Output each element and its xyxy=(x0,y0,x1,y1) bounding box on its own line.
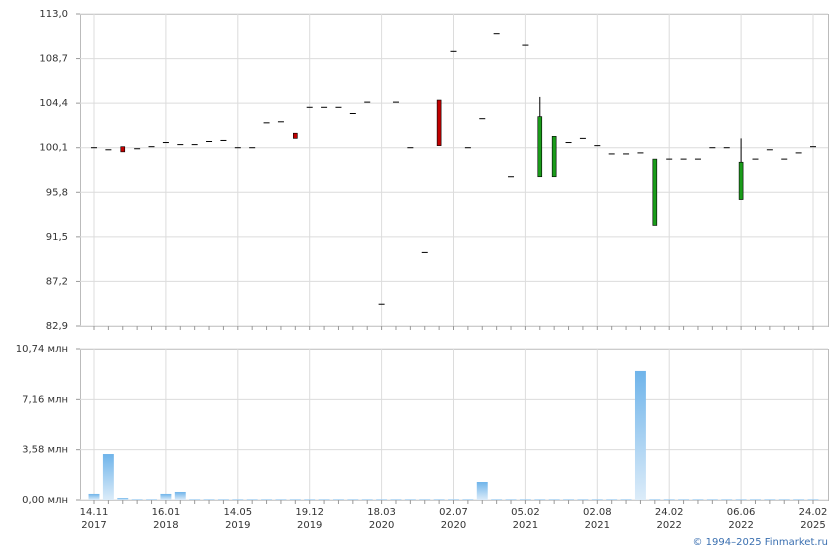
volume-bar xyxy=(620,499,632,500)
volume-bar xyxy=(462,499,474,500)
volume-bar xyxy=(721,499,733,500)
volume-bar xyxy=(117,498,129,500)
volume-bar xyxy=(232,499,244,500)
volume-bar xyxy=(419,499,431,500)
y-tick-label: 7,16 млн xyxy=(22,394,68,405)
volume-bar xyxy=(778,499,790,500)
volume-bar xyxy=(519,499,531,500)
volume-bar xyxy=(146,499,157,500)
candle-body xyxy=(537,116,543,178)
y-tick-label: 87,2 xyxy=(46,276,68,287)
x-tick-label: 05.02 2021 xyxy=(511,507,540,531)
price-frame xyxy=(80,14,829,327)
x-tick-label: 24.02 2025 xyxy=(799,507,828,531)
volume-bar xyxy=(793,499,805,500)
candle-body xyxy=(293,132,298,139)
volume-bar xyxy=(289,499,301,500)
y-tick-label: 0,00 млн xyxy=(22,495,68,506)
y-tick-label: 108,7 xyxy=(39,54,68,65)
y-tick-label: 100,1 xyxy=(39,143,68,154)
volume-bar xyxy=(217,499,229,500)
x-tick-label: 24.02 2022 xyxy=(655,507,684,531)
volume-bar xyxy=(706,499,718,500)
y-tick-label: 10,74 млн xyxy=(16,344,68,355)
y-tick-label: 95,8 xyxy=(46,187,68,198)
volume-bar xyxy=(534,499,546,500)
footer: © 1994–2025 Finmarket.ru xyxy=(692,537,828,548)
volume-bar xyxy=(361,499,373,500)
y-tick-label: 91,5 xyxy=(46,232,68,243)
candle-body xyxy=(738,161,744,200)
volume-bar xyxy=(448,499,459,500)
candle-body xyxy=(652,158,658,226)
volume-bar xyxy=(563,499,575,500)
volume-frame xyxy=(80,349,829,501)
volume-bar xyxy=(160,493,172,500)
volume-bar xyxy=(577,499,589,500)
volume-bar xyxy=(433,499,445,500)
volume-bar xyxy=(764,499,776,500)
volume-bar xyxy=(318,499,330,500)
y-tick-label: 82,9 xyxy=(46,321,68,332)
volume-bar xyxy=(491,499,503,500)
volume-bar xyxy=(404,499,416,500)
volume-bar xyxy=(390,499,402,500)
volume-bar xyxy=(807,499,819,500)
x-tick-label: 14.05 2019 xyxy=(223,507,252,531)
volume-bar xyxy=(692,499,704,500)
volume-bar xyxy=(735,499,747,500)
candle-body xyxy=(120,146,126,153)
x-tick-label: 19.12 2019 xyxy=(295,507,324,531)
volume-bar xyxy=(476,482,488,500)
volume-bar xyxy=(332,499,344,500)
volume-bar xyxy=(606,499,618,500)
x-tick-label: 02.08 2021 xyxy=(583,507,612,531)
volume-bar xyxy=(88,493,100,500)
volume-bar xyxy=(174,491,186,500)
volume-bar xyxy=(548,499,560,500)
volume-bar xyxy=(347,499,359,500)
volume-bar xyxy=(663,499,675,500)
volume-bar xyxy=(203,499,215,500)
volume-bar xyxy=(634,370,646,500)
volume-bar xyxy=(649,499,661,500)
volume-bar xyxy=(376,499,388,500)
x-tick-label: 16.01 2018 xyxy=(152,507,181,531)
volume-bar xyxy=(678,499,690,500)
x-tick-label: 02.07 2020 xyxy=(439,507,468,531)
volume-bar xyxy=(591,499,603,500)
x-tick-label: 06.06 2022 xyxy=(727,507,756,531)
volume-bar xyxy=(102,454,114,500)
x-tick-label: 14.11 2017 xyxy=(80,507,109,531)
volume-bar xyxy=(505,499,517,500)
volume-bar xyxy=(304,499,316,500)
x-tick-label: 18.03 2020 xyxy=(367,507,396,531)
volume-bar xyxy=(275,499,287,500)
y-tick-label: 113,0 xyxy=(39,9,68,20)
volume-bar xyxy=(131,499,143,500)
volume-bar xyxy=(750,499,761,500)
volume-bar xyxy=(246,499,258,500)
y-tick-label: 3,58 млн xyxy=(22,445,68,456)
y-tick-label: 104,4 xyxy=(39,98,68,109)
candle-body xyxy=(551,136,557,178)
volume-bar xyxy=(261,499,273,500)
candle-body xyxy=(436,99,442,146)
volume-bar xyxy=(189,499,201,500)
